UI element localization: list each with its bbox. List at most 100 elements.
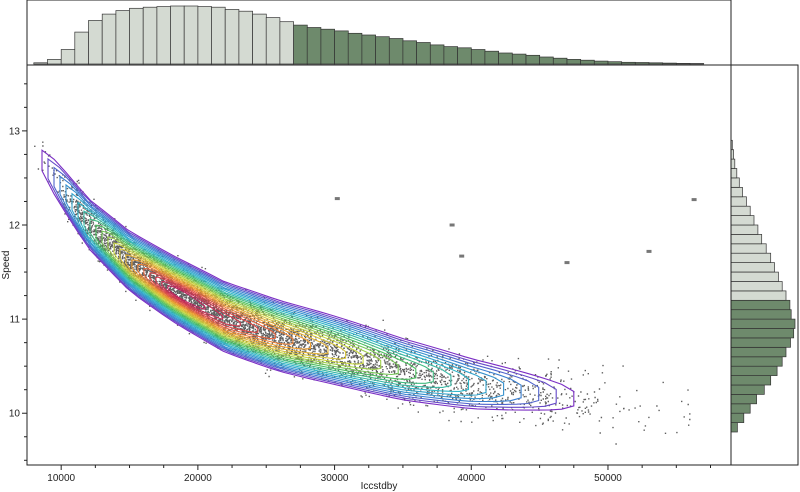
x-histogram-bar xyxy=(457,47,472,65)
y-histogram-bar xyxy=(730,422,738,433)
x-axis: 10000 20000 30000 40000 50000 xyxy=(47,465,711,484)
x-histogram-bar xyxy=(156,6,171,65)
x-histogram-bar xyxy=(552,57,568,65)
x-histogram-bar xyxy=(470,49,486,65)
outlier-points xyxy=(334,197,697,265)
y-histogram-bar xyxy=(730,215,755,226)
x-histogram-bar xyxy=(484,50,499,65)
x-histogram-bar xyxy=(33,62,48,65)
x-histogram-bar xyxy=(347,32,363,65)
outlier-point xyxy=(449,223,455,227)
x-histogram-bar xyxy=(662,62,677,65)
x-histogram-bar xyxy=(252,13,267,65)
density-contour xyxy=(119,248,347,360)
x-histogram-bar xyxy=(689,63,705,65)
density-contours xyxy=(41,149,575,411)
outlier-point xyxy=(646,249,652,253)
density-contour xyxy=(131,259,312,350)
x-histogram-bar xyxy=(211,6,226,65)
x-histogram-bar xyxy=(675,63,691,65)
y-histogram-bar xyxy=(730,187,743,198)
x-histogram-bar xyxy=(634,62,650,65)
outlier-point xyxy=(459,254,465,258)
y-tick-label: 11 xyxy=(10,315,21,326)
density-contour xyxy=(65,183,505,400)
x-tick-label: 20000 xyxy=(184,473,212,484)
y-histogram-bar xyxy=(730,168,738,179)
x-histogram-bar xyxy=(593,60,609,65)
x-histogram-bar xyxy=(334,30,349,65)
outlier-point xyxy=(691,198,697,202)
density-contour xyxy=(125,254,329,355)
y-axis: 10 11 12 13 xyxy=(9,83,27,461)
density-contour xyxy=(137,263,294,345)
y-histogram-bar xyxy=(730,356,783,367)
x-histogram-bar xyxy=(197,6,212,65)
x-histogram-bar xyxy=(293,24,308,65)
right-marginal-histogram xyxy=(730,139,796,433)
x-histogram-bar xyxy=(129,7,144,65)
x-tick-label: 30000 xyxy=(321,473,349,484)
x-histogram-bar xyxy=(361,34,376,65)
y-histogram-bar xyxy=(730,290,787,301)
y-histogram-bar xyxy=(730,328,795,339)
x-histogram-bar xyxy=(648,62,664,65)
y-histogram-bar xyxy=(730,384,765,395)
density-contour xyxy=(107,236,382,370)
density-contour xyxy=(95,224,417,380)
outlier-point xyxy=(334,197,340,201)
x-histogram-bar xyxy=(265,17,281,65)
y-histogram-bar xyxy=(730,158,736,169)
x-histogram-bar xyxy=(60,49,76,65)
x-histogram-bar xyxy=(279,21,294,65)
x-histogram-bar xyxy=(224,9,240,65)
density-contour xyxy=(77,201,470,392)
x-histogram-bar xyxy=(238,10,253,65)
x-histogram-bar xyxy=(539,56,554,65)
x-histogram-bar xyxy=(101,13,117,65)
y-histogram-bar xyxy=(730,262,775,273)
x-tick-label: 50000 xyxy=(594,473,622,484)
x-axis-title: Iccstdby xyxy=(361,481,398,492)
y-histogram-bar xyxy=(730,224,759,235)
y-tick-label: 12 xyxy=(9,221,21,232)
y-histogram-bar xyxy=(730,299,791,311)
x-tick-label: 10000 xyxy=(47,473,75,484)
x-histogram-bar xyxy=(402,40,417,65)
x-histogram-bar xyxy=(621,61,636,65)
x-histogram-bar xyxy=(183,5,199,65)
density-contour xyxy=(149,272,259,333)
y-histogram-bar xyxy=(730,196,747,207)
y-histogram-bar xyxy=(730,243,767,254)
x-histogram-bar xyxy=(580,59,595,65)
y-histogram-bar xyxy=(730,337,791,348)
y-tick-label: 10 xyxy=(9,409,21,420)
plot-frame xyxy=(26,64,732,466)
y-histogram-bar xyxy=(730,205,751,216)
x-histogram-bar xyxy=(607,61,623,65)
x-histogram-bar xyxy=(388,38,404,65)
y-histogram-bar xyxy=(730,365,778,376)
y-histogram-bar xyxy=(730,177,740,188)
y-histogram-bar xyxy=(730,234,763,245)
x-histogram-bar xyxy=(443,46,458,65)
density-contour xyxy=(143,268,276,340)
x-histogram-bar xyxy=(47,59,62,65)
top-marginal-histogram xyxy=(33,5,705,65)
y-histogram-bar xyxy=(730,271,779,282)
x-histogram-bar xyxy=(416,42,431,65)
x-histogram-bar xyxy=(498,52,513,65)
y-histogram-bar xyxy=(730,252,772,263)
density-contour xyxy=(101,230,399,376)
density-contour xyxy=(89,218,434,384)
y-histogram-bar xyxy=(730,347,787,358)
y-axis-title: Speed xyxy=(1,251,12,280)
y-tick-label: 13 xyxy=(9,126,21,137)
density-contour xyxy=(41,149,575,411)
x-histogram-bar xyxy=(429,44,445,65)
density-contour xyxy=(167,285,206,310)
x-histogram-bar xyxy=(511,53,527,65)
x-histogram-bar xyxy=(74,31,89,65)
y-histogram-bar xyxy=(730,394,757,405)
